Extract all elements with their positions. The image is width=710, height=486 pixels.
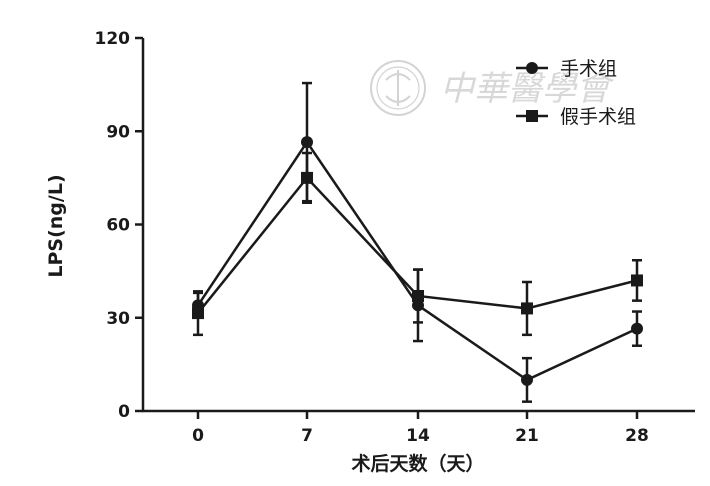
x-tick-label: 7 xyxy=(301,426,313,446)
series-layer xyxy=(192,81,643,403)
legend-item-0: 手术组 xyxy=(516,58,617,80)
y-axis-title: LPS(ng/L) xyxy=(45,174,67,277)
y-tick-label: 60 xyxy=(106,216,130,236)
series-0 xyxy=(192,81,643,403)
y-tick-label: 90 xyxy=(106,122,130,142)
legend-label: 手术组 xyxy=(560,58,617,80)
watermark: 中華醫學會 xyxy=(370,60,615,116)
data-point xyxy=(521,302,533,315)
watermark-text: 中華醫學會 xyxy=(440,69,615,109)
axes: 0 30 60 90 120 0 7 14 21 28 术后天数（天） LPS(ng/L) xyxy=(45,29,695,475)
data-point xyxy=(301,136,313,149)
legend-label: 假手术组 xyxy=(560,106,636,128)
y-tick-label: 30 xyxy=(106,309,130,329)
data-point xyxy=(192,307,204,320)
data-point xyxy=(301,171,313,184)
data-point xyxy=(631,274,643,287)
x-tick-label: 14 xyxy=(406,426,430,446)
x-tick-label: 21 xyxy=(515,426,539,446)
x-axis-title: 术后天数（天） xyxy=(351,452,484,475)
y-tick-label: 0 xyxy=(118,402,130,422)
data-point xyxy=(521,373,533,386)
series-line xyxy=(196,139,638,382)
legend-marker xyxy=(526,62,538,74)
y-tick-label: 120 xyxy=(95,29,131,49)
data-point xyxy=(631,322,643,335)
x-tick-label: 0 xyxy=(192,426,204,446)
series-1 xyxy=(192,151,643,337)
legend-marker xyxy=(526,110,538,122)
x-tick-label: 28 xyxy=(625,426,649,446)
watermark-seal-icon xyxy=(370,60,426,116)
legend-item-1: 假手术组 xyxy=(516,106,636,128)
data-point xyxy=(412,289,424,302)
